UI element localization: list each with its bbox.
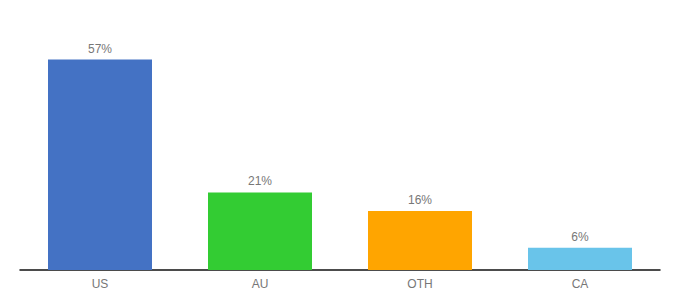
svg-text:57%: 57% xyxy=(88,42,112,56)
svg-text:6%: 6% xyxy=(571,230,589,244)
svg-text:OTH: OTH xyxy=(407,277,432,291)
svg-text:21%: 21% xyxy=(248,174,272,188)
svg-text:AU: AU xyxy=(252,277,269,291)
svg-text:16%: 16% xyxy=(408,193,432,207)
svg-text:CA: CA xyxy=(572,277,589,291)
svg-text:US: US xyxy=(92,277,109,291)
